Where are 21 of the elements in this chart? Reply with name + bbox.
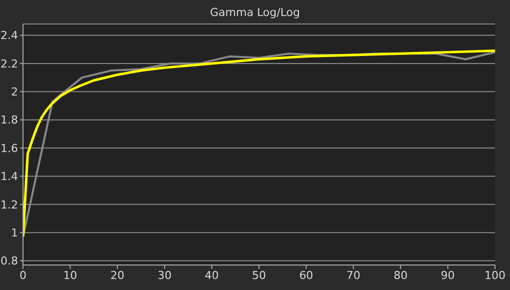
chart-title: Gamma Log/Log [209,6,301,19]
y-tick-label: 2.2 [0,57,18,70]
x-tick-label: 30 [158,268,172,282]
y-tick-label: 2 [11,86,18,99]
y-tick-label: 2.4 [0,29,18,42]
y-tick-label: 1 [11,226,18,240]
x-tick-label: 20 [110,268,124,282]
x-tick-label: 10 [63,268,78,282]
x-tick-label: 50 [252,268,266,282]
x-tick-label: 90 [440,268,455,282]
x-tick-label: 60 [299,268,314,282]
y-tick-label: 1.2 [0,198,18,212]
x-tick-label: 80 [394,268,408,282]
x-tick-label: 100 [484,268,506,282]
y-tick-label: 1.6 [0,142,18,155]
y-tick-label: 1.8 [0,114,18,127]
x-tick-label: 40 [204,268,219,282]
y-tick-label: 0.8 [0,254,18,268]
x-tick-label: 70 [346,268,360,282]
y-tick-label: 1.4 [0,170,18,184]
x-tick-label: 0 [20,268,26,282]
